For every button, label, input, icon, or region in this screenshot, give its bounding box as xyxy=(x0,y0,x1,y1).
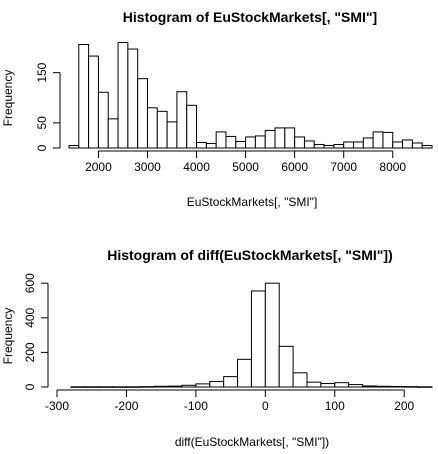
y-tick-label: 0 xyxy=(35,144,49,151)
histogram-bar xyxy=(255,136,265,148)
histogram-bar xyxy=(403,140,413,148)
chart1-y-axis: 0 50 150 xyxy=(35,62,60,151)
x-tick-label: 200 xyxy=(394,399,414,413)
histogram-bar xyxy=(224,377,238,387)
histogram-bar xyxy=(275,128,285,148)
histogram-bar xyxy=(126,387,140,388)
histogram-bar xyxy=(154,386,168,387)
histogram-bar xyxy=(265,130,275,148)
histogram-bar xyxy=(307,382,321,387)
chart1-x-axis: 2000 3000 4000 5000 6000 7000 8000 xyxy=(85,151,406,174)
histogram-bar xyxy=(108,119,118,148)
x-tick-label: 3000 xyxy=(134,160,161,174)
histogram-bar xyxy=(147,108,157,148)
histogram-bar xyxy=(236,141,246,148)
x-tick-label: 6000 xyxy=(281,160,308,174)
histogram-bar xyxy=(167,122,177,148)
histogram-bar xyxy=(279,346,293,387)
histogram-bar xyxy=(118,43,128,148)
histogram-bar xyxy=(140,387,154,388)
y-tick-label: 600 xyxy=(23,273,37,293)
histogram-bar xyxy=(138,79,148,148)
histogram-bar xyxy=(89,56,99,148)
x-tick-label: 100 xyxy=(325,399,345,413)
x-tick-label: 8000 xyxy=(379,160,406,174)
chart2-xlabel: diff(EuStockMarkets[, "SMI"]) xyxy=(175,435,329,449)
histogram-bar xyxy=(251,291,265,387)
x-tick-label: 4000 xyxy=(183,160,210,174)
chart2-title: Histogram of diff(EuStockMarkets[, "SMI"… xyxy=(107,247,393,263)
histogram-bar xyxy=(128,49,138,148)
chart1-ylabel: Frequency xyxy=(1,70,15,127)
histogram-bar xyxy=(157,111,167,148)
histogram-bar xyxy=(373,132,383,148)
histogram-bar xyxy=(334,144,344,148)
histogram-bar xyxy=(304,141,314,148)
histogram-bar xyxy=(285,128,295,148)
histogram-bar xyxy=(71,387,85,388)
histogram-bar xyxy=(295,137,305,148)
histogram-bar xyxy=(206,143,216,148)
histogram-bar xyxy=(390,386,404,387)
histogram-bar xyxy=(363,386,377,387)
histogram-bar xyxy=(293,373,307,387)
x-tick-label: 5000 xyxy=(232,160,259,174)
histogram-bar xyxy=(187,105,197,148)
histogram-bar xyxy=(246,137,256,148)
histogram-bar xyxy=(177,92,187,148)
histogram-bar xyxy=(393,142,403,148)
histogram-bar xyxy=(363,138,373,148)
histogram-bar xyxy=(265,283,279,387)
x-tick-label: 0 xyxy=(262,399,269,413)
histogram-bar xyxy=(418,387,432,388)
histogram-bar xyxy=(238,359,252,387)
histogram-bar xyxy=(168,386,182,387)
histogram-bar xyxy=(69,145,79,148)
y-tick-label: 50 xyxy=(35,116,49,130)
histogram-diff-smi: Histogram of diff(EuStockMarkets[, "SMI"… xyxy=(1,247,432,449)
histogram-smi: Histogram of EuStockMarkets[, "SMI"] EuS… xyxy=(1,9,432,209)
histogram-bar xyxy=(335,383,349,387)
histogram-bar xyxy=(412,143,422,148)
histogram-bar xyxy=(321,384,335,387)
chart2-ylabel: Frequency xyxy=(1,308,15,365)
y-tick-label: 200 xyxy=(23,342,37,362)
chart1-xlabel: EuStockMarkets[, "SMI"] xyxy=(187,195,318,209)
chart1-title: Histogram of EuStockMarkets[, "SMI"] xyxy=(123,9,377,25)
x-tick-label: 2000 xyxy=(85,160,112,174)
histogram-bar xyxy=(113,387,127,388)
histogram-bar xyxy=(196,384,210,387)
histogram-bar xyxy=(422,145,432,148)
x-tick-label: -200 xyxy=(114,399,138,413)
x-tick-label: -100 xyxy=(184,399,208,413)
histogram-bar xyxy=(314,144,324,148)
histogram-bar xyxy=(79,45,89,148)
histogram-bar xyxy=(210,381,224,387)
y-tick-label: 400 xyxy=(23,307,37,327)
histogram-bar xyxy=(404,387,418,388)
chart2-y-axis: 0 200 400 600 xyxy=(23,273,48,390)
histogram-bar xyxy=(216,132,226,148)
chart1-bars xyxy=(69,43,432,148)
histogram-bar xyxy=(354,142,364,148)
histogram-bar xyxy=(99,387,113,388)
histogram-bar xyxy=(324,145,334,148)
y-tick-label: 0 xyxy=(23,383,37,390)
chart2-x-axis: -300 -200 -100 0 100 200 xyxy=(45,390,415,413)
y-tick-label: 150 xyxy=(35,62,49,82)
histogram-bar xyxy=(197,142,207,148)
histogram-bar xyxy=(344,142,354,148)
histogram-bar xyxy=(226,136,236,148)
histogram-bar xyxy=(376,386,390,387)
x-tick-label: 7000 xyxy=(330,160,357,174)
histogram-bar xyxy=(98,92,108,148)
histogram-bar xyxy=(349,385,363,387)
x-tick-label: -300 xyxy=(45,399,69,413)
histogram-bar xyxy=(182,385,196,387)
histogram-bar xyxy=(383,132,393,148)
chart2-bars xyxy=(71,283,432,387)
histogram-bar xyxy=(85,387,99,388)
